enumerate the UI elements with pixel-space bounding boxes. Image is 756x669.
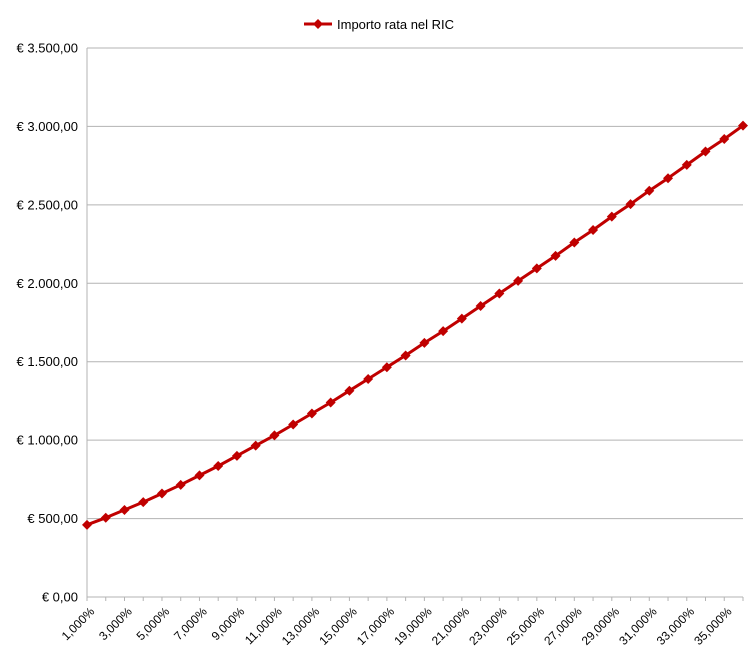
legend-marker xyxy=(313,19,323,29)
data-point-marker xyxy=(738,120,748,131)
data-point-marker xyxy=(644,185,655,196)
y-tick-label: € 1.500,00 xyxy=(17,354,78,369)
data-point-marker xyxy=(588,224,599,235)
x-tick-label: 19,000% xyxy=(391,604,435,648)
data-point-marker xyxy=(569,237,580,248)
data-point-marker xyxy=(100,512,111,523)
data-point-marker xyxy=(494,288,505,299)
x-tick-label: 25,000% xyxy=(504,604,548,648)
data-point-marker xyxy=(288,419,299,430)
data-point-marker xyxy=(419,337,430,348)
y-tick-label: € 2.500,00 xyxy=(17,197,78,212)
data-point-marker xyxy=(681,159,692,170)
data-point-marker xyxy=(381,362,392,373)
data-point-marker xyxy=(456,313,467,324)
data-point-marker xyxy=(138,497,149,508)
x-tick-label: 7,000% xyxy=(171,604,210,643)
data-point-marker xyxy=(156,488,167,499)
data-point-marker xyxy=(175,479,186,490)
data-point-marker xyxy=(82,519,92,530)
x-tick-label: 17,000% xyxy=(354,604,398,648)
data-point-marker xyxy=(438,326,449,337)
x-tick-label: 27,000% xyxy=(541,604,585,648)
y-tick-label: € 3.000,00 xyxy=(17,119,78,134)
data-point-marker xyxy=(231,450,242,461)
y-tick-label: € 1.000,00 xyxy=(17,433,78,448)
data-point-marker xyxy=(194,470,205,481)
data-point-marker xyxy=(400,350,411,361)
data-point-marker xyxy=(606,211,617,222)
data-point-marker xyxy=(250,440,261,451)
data-point-marker xyxy=(213,461,224,472)
data-point-marker xyxy=(119,504,130,515)
x-tick-labels: 1,000%3,000%5,000%7,000%9,000%11,000%13,… xyxy=(59,604,735,648)
data-point-marker xyxy=(363,373,374,384)
data-point-marker xyxy=(475,301,486,312)
x-tick-label: 13,000% xyxy=(279,604,323,648)
x-tick-label: 29,000% xyxy=(579,604,623,648)
data-point-marker xyxy=(306,408,317,419)
data-point-marker xyxy=(625,199,636,210)
legend-label: Importo rata nel RIC xyxy=(337,17,454,32)
data-point-marker xyxy=(700,146,711,157)
data-point-marker xyxy=(719,133,730,144)
data-point-marker xyxy=(531,263,542,274)
data-point-marker xyxy=(325,397,336,408)
y-tick-labels: € 0,00 € 500,00 € 1.000,00 € 1.500,00 € 2.00… xyxy=(17,41,78,605)
y-tick-label: € 500,00 xyxy=(27,511,78,526)
x-tick-label: 15,000% xyxy=(316,604,360,648)
x-tick-label: 21,000% xyxy=(429,604,473,648)
legend: Importo rata nel RIC xyxy=(304,17,454,32)
data-point-marker xyxy=(513,275,524,286)
axes xyxy=(86,48,744,601)
x-tick-label: 5,000% xyxy=(134,604,173,643)
series-line xyxy=(86,124,744,527)
data-point-marker xyxy=(663,173,674,184)
x-tick-label: 11,000% xyxy=(242,604,285,647)
x-tick-label: 3,000% xyxy=(96,604,135,643)
x-tick-label: 23,000% xyxy=(466,604,510,648)
gridlines xyxy=(87,47,743,520)
x-tick-label: 1,000% xyxy=(59,604,98,643)
data-point-marker xyxy=(269,430,280,441)
data-point-marker xyxy=(550,250,561,261)
data-point-marker xyxy=(344,385,355,396)
series-layer xyxy=(82,120,748,530)
x-tick-label: 31,000% xyxy=(616,604,660,648)
y-tick-label: € 3.500,00 xyxy=(17,41,78,56)
x-tick-label: 33,000% xyxy=(654,604,698,648)
y-tick-label: € 0,00 xyxy=(42,590,78,605)
y-tick-label: € 2.000,00 xyxy=(17,276,78,291)
x-tick-label: 35,000% xyxy=(691,604,735,648)
